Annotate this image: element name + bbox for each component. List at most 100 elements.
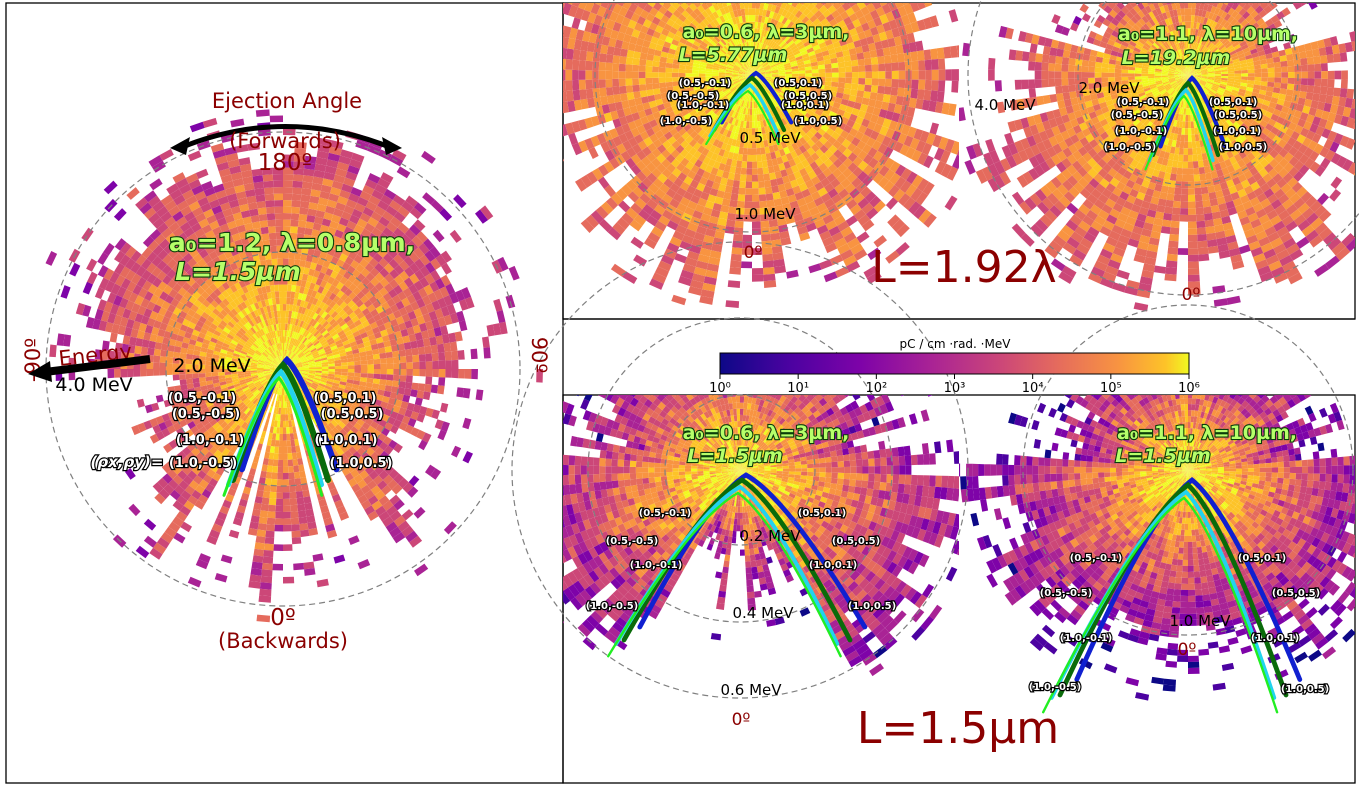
histogram-cell bbox=[716, 125, 723, 133]
histogram-cell bbox=[276, 381, 279, 388]
histogram-cell bbox=[247, 527, 258, 536]
histogram-cell bbox=[716, 24, 724, 32]
histogram-cell bbox=[349, 391, 358, 397]
histogram-cell bbox=[364, 417, 374, 426]
histogram-cell bbox=[172, 363, 180, 369]
histogram-cell bbox=[285, 394, 289, 402]
histogram-cell bbox=[440, 250, 452, 263]
histogram-cell bbox=[705, 78, 713, 82]
histogram-cell bbox=[686, 127, 695, 136]
histogram-cell bbox=[348, 454, 357, 464]
histogram-cell bbox=[389, 338, 398, 346]
histogram-cell bbox=[716, 190, 725, 199]
histogram-cell bbox=[714, 26, 721, 34]
histogram-cell bbox=[307, 521, 317, 530]
histogram-cell bbox=[135, 545, 150, 559]
histogram-cell bbox=[257, 361, 265, 364]
histogram-cell bbox=[162, 254, 173, 265]
histogram-cell bbox=[677, 26, 686, 34]
histogram-cell bbox=[731, 24, 737, 32]
histogram-cell bbox=[264, 537, 275, 545]
histogram-cell bbox=[747, 70, 752, 75]
histogram-cell bbox=[342, 425, 351, 434]
histogram-cell bbox=[661, 46, 670, 53]
histogram-cell bbox=[217, 336, 226, 343]
histogram-cell bbox=[642, 204, 654, 216]
histogram-cell bbox=[744, 8, 749, 16]
histogram-cell bbox=[201, 224, 213, 234]
histogram-cell bbox=[266, 517, 276, 525]
histogram-cell bbox=[104, 280, 115, 293]
histogram-cell bbox=[539, 129, 549, 143]
histogram-cell bbox=[274, 524, 283, 532]
histogram-cell bbox=[398, 281, 409, 292]
histogram-cell bbox=[552, 81, 559, 93]
histogram-cell bbox=[360, 355, 367, 361]
histogram-cell bbox=[574, 7, 585, 20]
histogram-cell bbox=[298, 306, 304, 314]
histogram-cell bbox=[179, 324, 188, 332]
histogram-cell bbox=[182, 282, 192, 292]
histogram-cell bbox=[676, 162, 686, 173]
histogram-cell bbox=[280, 414, 283, 421]
histogram-cell bbox=[289, 352, 294, 359]
histogram-cell bbox=[680, 120, 689, 128]
histogram-cell bbox=[332, 333, 340, 340]
histogram-cell bbox=[622, 3, 632, 10]
histogram-cell bbox=[238, 375, 245, 379]
histogram-cell bbox=[266, 213, 276, 221]
histogram-cell bbox=[374, 272, 385, 282]
histogram-cell bbox=[746, 41, 749, 49]
histogram-cell bbox=[735, 214, 744, 222]
histogram-cell bbox=[697, 97, 705, 103]
histogram-cell bbox=[215, 404, 223, 412]
histogram-cell bbox=[368, 257, 379, 268]
histogram-cell bbox=[705, 73, 712, 77]
histogram-cell bbox=[692, 142, 702, 151]
histogram-cell bbox=[388, 469, 399, 480]
histogram-cell bbox=[225, 152, 239, 162]
histogram-cell bbox=[672, 132, 682, 141]
histogram-cell bbox=[332, 382, 340, 388]
histogram-cell bbox=[656, 38, 665, 47]
histogram-cell bbox=[610, 29, 619, 40]
histogram-cell bbox=[264, 478, 272, 486]
histogram-cell bbox=[257, 369, 264, 371]
histogram-cell bbox=[134, 345, 142, 355]
histogram-cell bbox=[708, 89, 716, 95]
histogram-cell bbox=[746, 70, 752, 75]
histogram-cell bbox=[225, 324, 233, 331]
histogram-cell bbox=[227, 419, 236, 427]
histogram-cell bbox=[270, 439, 276, 447]
histogram-cell bbox=[278, 381, 281, 389]
histogram-cell bbox=[707, 194, 717, 203]
histogram-cell bbox=[153, 369, 160, 376]
histogram-cell bbox=[270, 366, 277, 368]
histogram-cell bbox=[339, 276, 348, 285]
histogram-cell bbox=[723, 164, 731, 173]
histogram-cell bbox=[290, 511, 299, 519]
histogram-cell bbox=[380, 369, 387, 375]
histogram-cell bbox=[752, 21, 755, 29]
histogram-cell bbox=[693, 7, 702, 17]
histogram-cell bbox=[107, 369, 115, 379]
histogram-cell bbox=[192, 369, 199, 374]
histogram-cell bbox=[304, 315, 310, 323]
histogram-cell bbox=[242, 334, 250, 341]
histogram-cell bbox=[251, 248, 259, 256]
histogram-cell bbox=[727, 83, 735, 88]
histogram-cell bbox=[437, 385, 445, 395]
histogram-cell bbox=[213, 441, 222, 450]
histogram-cell bbox=[300, 529, 310, 538]
histogram-cell bbox=[303, 338, 310, 345]
histogram-cell bbox=[715, 224, 726, 233]
histogram-cell bbox=[213, 330, 222, 337]
histogram-cell bbox=[353, 474, 364, 484]
histogram-cell bbox=[600, 3, 610, 9]
histogram-cell bbox=[565, 80, 573, 91]
histogram-cell bbox=[218, 355, 226, 360]
histogram-cell bbox=[711, 28, 719, 36]
histogram-cell bbox=[262, 458, 269, 466]
histogram-cell bbox=[374, 465, 385, 476]
histogram-cell bbox=[338, 421, 346, 429]
